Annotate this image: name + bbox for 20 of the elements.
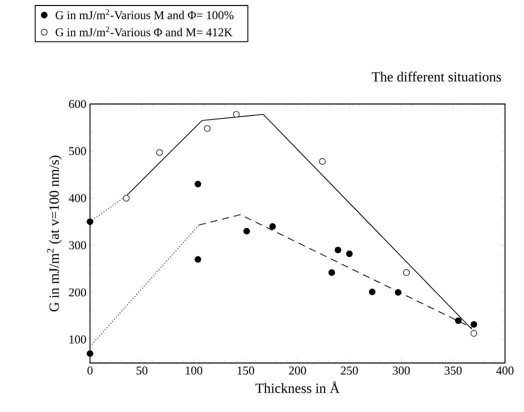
- x-tick-label: 200: [289, 366, 306, 375]
- chart-title: The different situations: [372, 72, 501, 82]
- x-tick-label: 250: [340, 366, 358, 375]
- y-tick-label: 100: [70, 335, 86, 344]
- x-tick-label: 0: [87, 366, 93, 375]
- y-tick-label: 200: [69, 288, 86, 296]
- y-tick-label: 300: [69, 241, 86, 250]
- x-tick-label: 100: [186, 366, 202, 375]
- y-tick-label: 500: [69, 147, 86, 156]
- x-tick-label: 400: [496, 366, 514, 375]
- x-tick-label: 150: [238, 366, 254, 375]
- y-tick-label: 400: [68, 194, 86, 202]
- legend-label: G in mJ/m$^{2}$-Various Φ and M= 412K: [56, 26, 232, 36]
- x-tick-label: 50: [136, 366, 148, 375]
- x-axis-title: Thickness in Å: [256, 381, 340, 394]
- legend-label: G in mJ/m$^{2}$-Various M and Φ= 100%: [56, 9, 234, 20]
- x-tick-label: 350: [444, 366, 462, 375]
- y-tick-label: 600: [69, 100, 86, 108]
- x-tick-label: 300: [392, 366, 410, 375]
- y-axis-title: G in mJ/m$^{2}$ (at v=100 nm/s): [47, 156, 62, 312]
